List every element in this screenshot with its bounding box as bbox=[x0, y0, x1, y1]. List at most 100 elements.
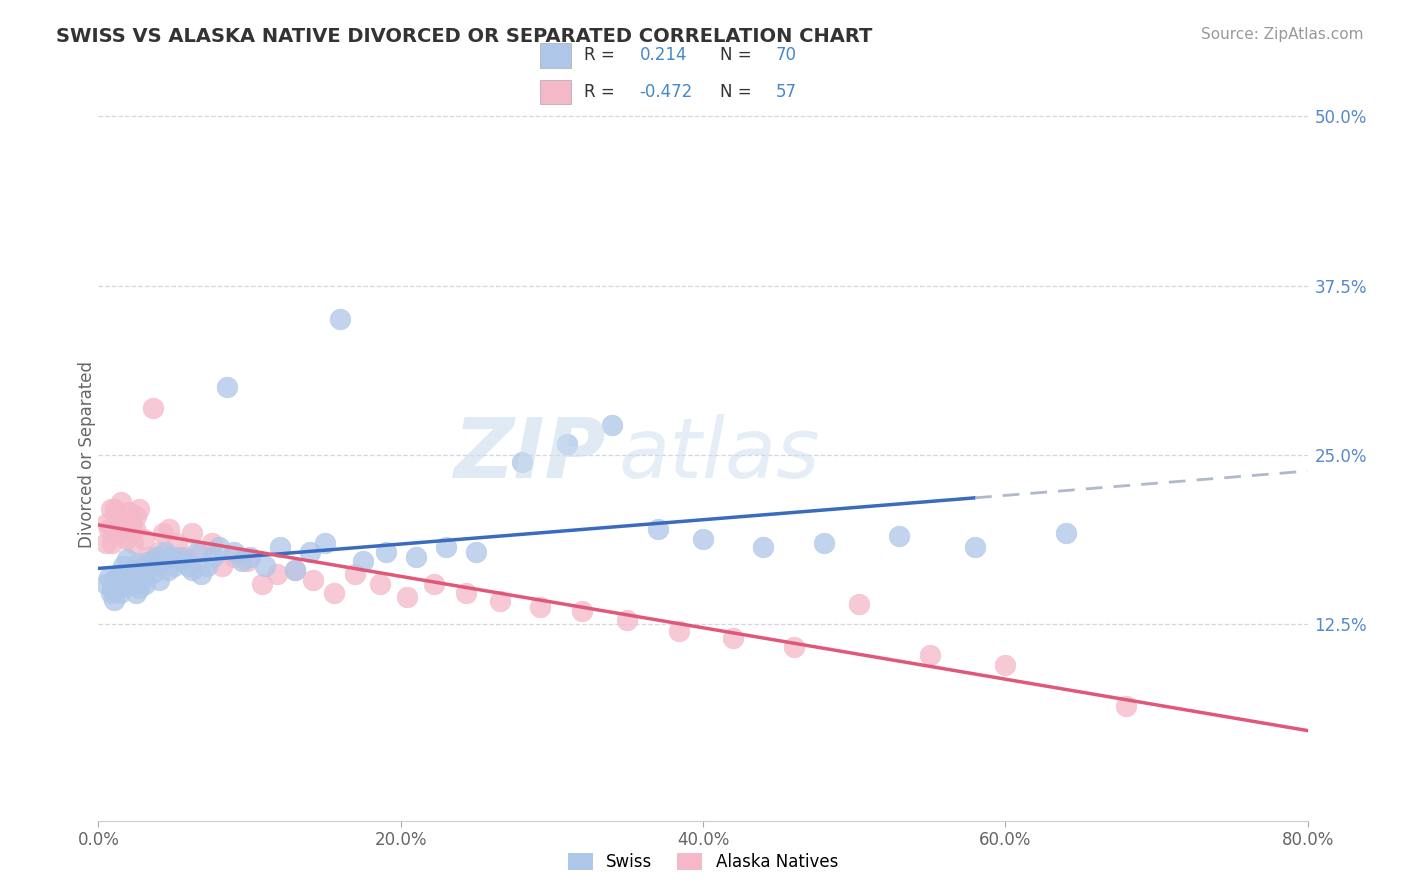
Point bbox=[465, 545, 488, 559]
Point bbox=[111, 523, 134, 537]
FancyBboxPatch shape bbox=[540, 44, 571, 68]
Point bbox=[173, 549, 195, 564]
Point bbox=[284, 563, 307, 577]
Point bbox=[148, 545, 170, 559]
Point bbox=[284, 563, 307, 577]
Point bbox=[692, 532, 714, 546]
Point bbox=[602, 418, 624, 433]
Point bbox=[239, 549, 262, 564]
Point bbox=[118, 570, 141, 584]
Point bbox=[136, 559, 159, 574]
Point bbox=[153, 545, 176, 559]
Text: 70: 70 bbox=[776, 46, 797, 64]
Point bbox=[176, 559, 198, 574]
Point bbox=[159, 523, 181, 537]
Point bbox=[323, 586, 346, 600]
Point bbox=[918, 648, 941, 663]
Point bbox=[115, 552, 138, 566]
Point bbox=[107, 570, 129, 584]
Point bbox=[122, 573, 145, 587]
Y-axis label: Divorced or Separated: Divorced or Separated bbox=[79, 361, 96, 549]
Point bbox=[224, 545, 246, 559]
Point bbox=[163, 559, 186, 574]
Point bbox=[329, 312, 352, 326]
Point bbox=[405, 549, 427, 564]
Point bbox=[110, 576, 132, 591]
Point bbox=[107, 526, 129, 541]
Point bbox=[96, 516, 118, 530]
Point bbox=[647, 523, 669, 537]
Point bbox=[1054, 526, 1077, 541]
Point bbox=[529, 599, 551, 614]
Point bbox=[114, 573, 136, 587]
Point bbox=[98, 570, 121, 584]
Point bbox=[156, 563, 179, 577]
Point bbox=[105, 576, 128, 591]
Point bbox=[181, 563, 204, 577]
Point bbox=[142, 566, 165, 580]
Point bbox=[668, 624, 690, 638]
Point bbox=[152, 526, 174, 541]
Point bbox=[127, 556, 149, 570]
Point bbox=[250, 576, 273, 591]
Point bbox=[100, 502, 122, 516]
Point bbox=[889, 529, 911, 543]
Point bbox=[94, 576, 117, 591]
Point bbox=[160, 549, 183, 564]
Point bbox=[555, 437, 578, 451]
Point bbox=[100, 586, 122, 600]
Point bbox=[201, 536, 224, 550]
Point bbox=[142, 401, 165, 415]
Point bbox=[110, 495, 132, 509]
Point bbox=[103, 592, 125, 607]
Point bbox=[368, 576, 391, 591]
Point bbox=[571, 604, 593, 618]
Point bbox=[139, 553, 162, 567]
Point bbox=[235, 553, 257, 567]
Text: 57: 57 bbox=[776, 83, 797, 101]
Point bbox=[98, 523, 121, 537]
Point bbox=[965, 540, 987, 554]
Point bbox=[848, 597, 870, 611]
Point bbox=[110, 567, 132, 582]
Point bbox=[112, 579, 135, 593]
Text: ZIP: ZIP bbox=[454, 415, 606, 495]
Point bbox=[120, 567, 142, 582]
Text: SWISS VS ALASKA NATIVE DIVORCED OR SEPARATED CORRELATION CHART: SWISS VS ALASKA NATIVE DIVORCED OR SEPAR… bbox=[56, 27, 873, 45]
Point bbox=[813, 536, 835, 550]
Point bbox=[134, 576, 156, 591]
Point bbox=[148, 573, 170, 587]
Point bbox=[150, 553, 173, 567]
Point bbox=[104, 502, 127, 516]
Point bbox=[125, 508, 148, 523]
Point bbox=[253, 559, 276, 574]
Point bbox=[208, 540, 231, 554]
Point bbox=[186, 545, 208, 559]
Point bbox=[122, 536, 145, 550]
Point bbox=[124, 563, 146, 577]
Point bbox=[124, 523, 146, 537]
Point bbox=[121, 576, 143, 591]
Text: N =: N = bbox=[720, 46, 751, 64]
Point bbox=[103, 523, 125, 537]
Point bbox=[101, 536, 124, 550]
Point bbox=[94, 536, 117, 550]
Point bbox=[783, 640, 806, 655]
Point bbox=[167, 549, 190, 564]
Point bbox=[395, 590, 418, 604]
Text: 0.214: 0.214 bbox=[640, 46, 688, 64]
Point bbox=[125, 586, 148, 600]
Point bbox=[132, 532, 155, 546]
Point bbox=[181, 526, 204, 541]
Point bbox=[616, 613, 638, 627]
Point bbox=[118, 505, 141, 519]
Point bbox=[374, 545, 396, 559]
Point bbox=[114, 532, 136, 546]
Point bbox=[121, 516, 143, 530]
Point bbox=[112, 516, 135, 530]
Point bbox=[190, 545, 212, 559]
Text: atlas: atlas bbox=[619, 415, 820, 495]
Text: -0.472: -0.472 bbox=[640, 83, 693, 101]
Point bbox=[266, 567, 288, 582]
Point bbox=[489, 594, 512, 608]
